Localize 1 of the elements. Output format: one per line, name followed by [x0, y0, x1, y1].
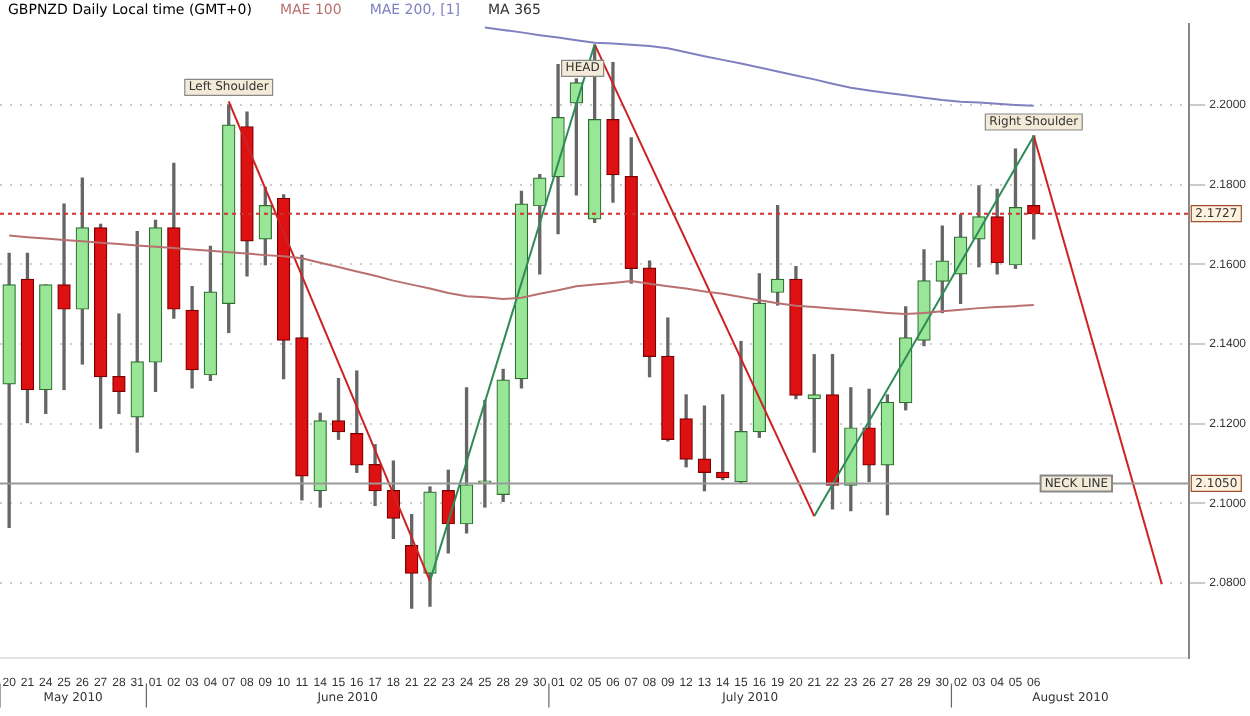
candlestick — [112, 313, 126, 414]
